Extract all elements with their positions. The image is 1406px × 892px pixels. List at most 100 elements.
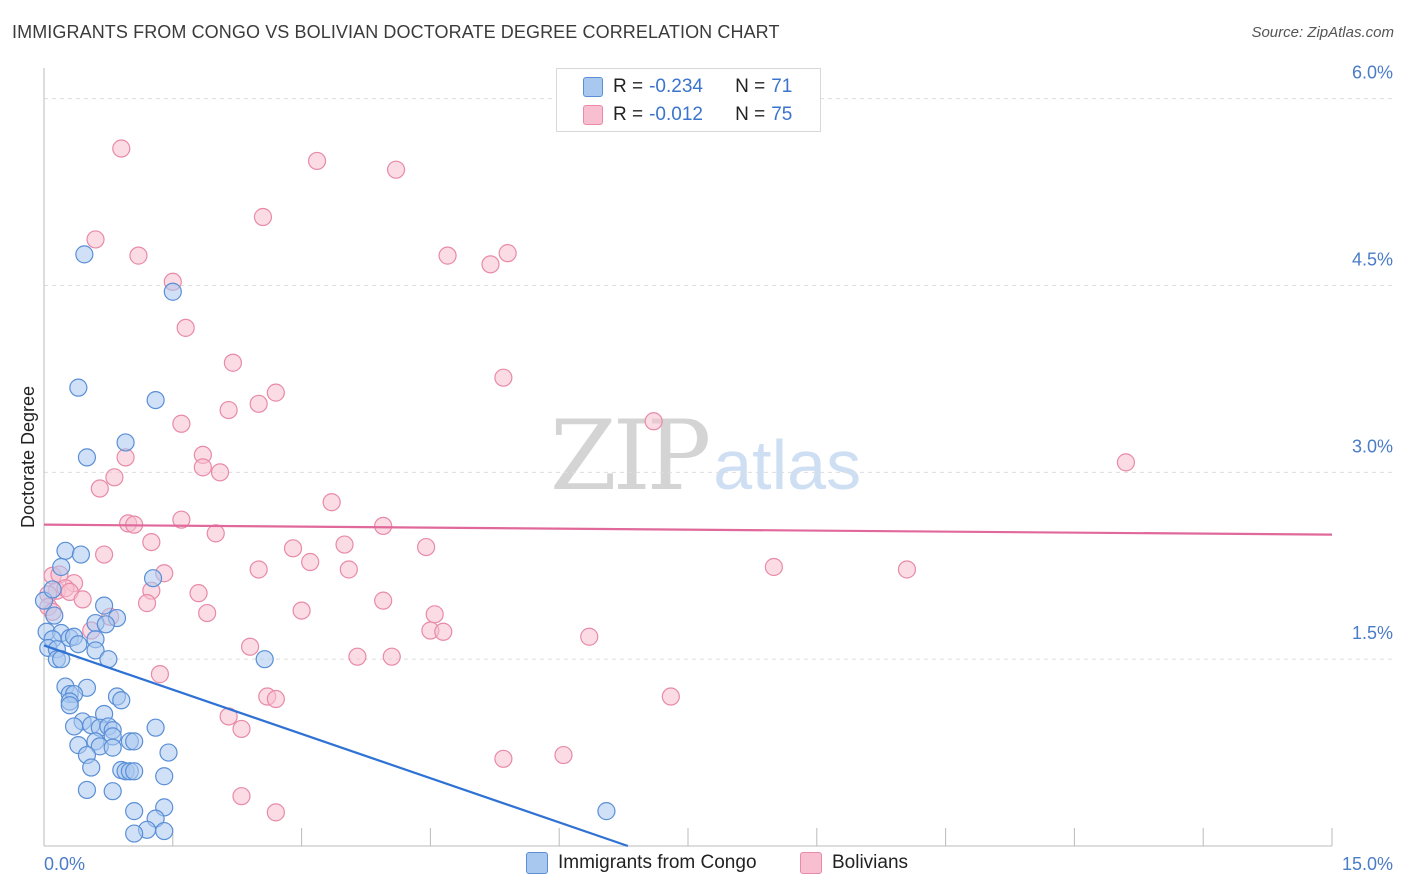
congo-point xyxy=(125,732,144,751)
bolivian-point xyxy=(335,535,354,554)
congo-trend-line xyxy=(43,644,629,848)
bolivian-point xyxy=(198,603,217,623)
bolivian-point xyxy=(307,151,327,171)
congo-point xyxy=(125,824,144,843)
bolivian-point xyxy=(554,745,573,765)
congo-point xyxy=(56,541,75,560)
bolivian-point xyxy=(105,468,124,487)
congo-point xyxy=(103,782,122,801)
bolivian-trend-line xyxy=(43,523,1333,536)
congo-point xyxy=(155,767,174,786)
congo-point xyxy=(86,641,105,660)
congo-point xyxy=(146,391,165,410)
congo-point xyxy=(52,557,71,577)
bolivians-legend-icon xyxy=(800,852,822,874)
bolivian-point xyxy=(249,394,268,413)
stats-legend: R = -0.234 N = 71 R = -0.012 N = 75 xyxy=(556,68,821,132)
legend-n-value: 75 xyxy=(771,104,793,125)
series-legend: Immigrants from Congo Bolivians xyxy=(0,852,1406,878)
congo-point xyxy=(125,762,144,781)
bolivian-point xyxy=(1116,453,1136,472)
bolivian-point xyxy=(339,560,358,579)
bolivian-point xyxy=(374,516,393,535)
bolivian-point xyxy=(150,665,170,684)
congo-point xyxy=(64,717,84,736)
bolivian-point xyxy=(580,627,599,646)
x-axis-ticks xyxy=(172,828,1333,846)
bolivian-point xyxy=(240,637,260,656)
bolivian-point xyxy=(498,244,517,263)
bolivian-point xyxy=(382,647,401,666)
legend-label-congo: Immigrants from Congo xyxy=(558,852,757,873)
watermark-zip: ZIP xyxy=(550,400,711,512)
source-credit: Source: ZipAtlas.com xyxy=(1251,24,1394,41)
bolivian-point xyxy=(266,803,285,822)
bolivian-point xyxy=(176,318,195,337)
y-axis-tick-labels: 1.5% 3.0% 4.5% 6.0% xyxy=(1352,63,1393,643)
bolivian-point xyxy=(193,458,212,477)
congo-point xyxy=(71,545,91,564)
congo-point xyxy=(43,580,62,599)
bolivian-point xyxy=(223,353,243,372)
legend-item-congo: Immigrants from Congo xyxy=(526,852,757,874)
bolivian-point xyxy=(494,368,513,387)
bolivian-point xyxy=(661,687,680,706)
bolivian-point xyxy=(137,594,157,613)
congo-point xyxy=(103,738,122,757)
congo-point xyxy=(159,743,178,762)
x-tick-label-max: 15.0% xyxy=(1342,854,1393,874)
bolivian-point xyxy=(374,591,393,610)
bolivian-point xyxy=(764,557,783,577)
congo-point xyxy=(116,433,135,452)
congo-point xyxy=(143,569,163,588)
congo-point xyxy=(60,696,79,715)
bolivian-point xyxy=(172,414,191,433)
bolivian-point xyxy=(129,246,148,265)
congo-points xyxy=(34,245,616,843)
bolivian-point xyxy=(189,584,208,603)
bolivians-points xyxy=(39,139,1136,822)
bolivian-point xyxy=(266,689,285,709)
congo-point xyxy=(95,596,114,615)
legend-row-bolivians: R = -0.012 N = 75 xyxy=(583,101,792,129)
congo-point xyxy=(96,615,115,634)
congo-point xyxy=(597,802,616,821)
y-tick-label: 3.0% xyxy=(1352,436,1393,456)
bolivian-point xyxy=(417,537,436,557)
bolivian-point xyxy=(232,719,251,739)
bolivian-point xyxy=(438,246,457,265)
bolivian-point xyxy=(253,207,273,227)
bolivian-point xyxy=(897,560,917,579)
y-axis-label: Doctorate Degree xyxy=(18,386,38,528)
bolivian-point xyxy=(292,601,311,620)
legend-r-value: -0.012 xyxy=(649,104,703,125)
bolivian-point xyxy=(266,383,285,402)
bolivian-point xyxy=(249,560,268,579)
congo-point xyxy=(112,691,131,710)
congo-point xyxy=(125,802,144,821)
legend-label-bolivians: Bolivians xyxy=(832,852,909,873)
legend-n-label: N = xyxy=(735,104,766,125)
bolivian-point xyxy=(112,139,131,158)
watermark-atlas: atlas xyxy=(713,426,862,504)
bolivian-point xyxy=(90,479,109,498)
bolivian-point xyxy=(232,787,251,806)
y-tick-label: 6.0% xyxy=(1352,63,1393,83)
congo-point xyxy=(77,780,97,800)
bolivian-point xyxy=(301,552,320,572)
bolivian-point xyxy=(481,255,500,274)
bolivian-point xyxy=(494,749,513,768)
congo-point xyxy=(75,245,94,264)
trend-lines xyxy=(43,523,1333,848)
bolivian-point xyxy=(172,510,191,529)
congo-legend-icon xyxy=(526,852,548,874)
congo-point xyxy=(155,821,174,841)
bolivian-point xyxy=(283,539,303,558)
bolivian-point xyxy=(644,412,663,431)
y-tick-label: 1.5% xyxy=(1352,623,1393,643)
congo-point xyxy=(146,718,165,737)
chart-title: IMMIGRANTS FROM CONGO VS BOLIVIAN DOCTOR… xyxy=(12,22,780,42)
watermark: ZIPatlas xyxy=(550,400,861,512)
bolivian-point xyxy=(210,463,230,482)
